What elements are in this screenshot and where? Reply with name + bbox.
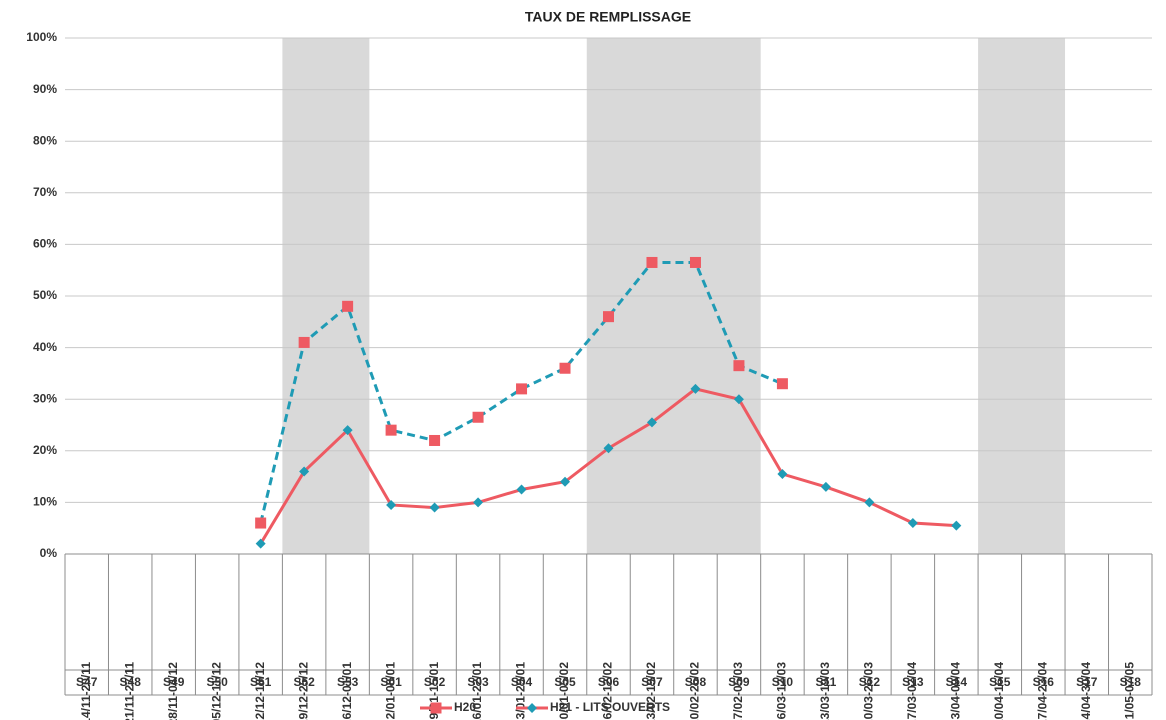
marker bbox=[473, 497, 484, 508]
marker bbox=[776, 378, 788, 390]
date-range-label: 20/03-26/03 bbox=[862, 662, 876, 720]
y-tick-label: 50% bbox=[33, 288, 57, 302]
marker bbox=[527, 703, 538, 713]
marker bbox=[733, 394, 744, 405]
date-range-label: 13/02-19/02 bbox=[644, 662, 658, 720]
date-range-label: 27/02-05/03 bbox=[731, 662, 745, 720]
marker bbox=[690, 383, 701, 394]
y-tick-label: 70% bbox=[33, 185, 57, 199]
y-tick-label: 20% bbox=[33, 443, 57, 457]
x-tick-label: S52 bbox=[293, 675, 315, 689]
date-range-label: 21/11-27/11 bbox=[122, 662, 136, 720]
date-range-label: 12/12-18/12 bbox=[253, 662, 267, 720]
marker bbox=[516, 484, 527, 495]
x-tick-label: S08 bbox=[685, 675, 707, 689]
date-range-label: 27/03-02/04 bbox=[905, 662, 919, 720]
marker bbox=[342, 425, 353, 436]
x-tick-label: S04 bbox=[511, 675, 533, 689]
x-tick-label: S15 bbox=[989, 675, 1011, 689]
marker bbox=[951, 520, 962, 531]
marker bbox=[385, 424, 397, 436]
y-tick-label: 10% bbox=[33, 495, 57, 509]
legend-label: H21 - LITS OUVERTS bbox=[550, 700, 670, 714]
date-range-label: 24/04-30/04 bbox=[1079, 662, 1093, 720]
x-tick-label: S50 bbox=[207, 675, 229, 689]
date-range-label: 06/03-12/03 bbox=[775, 662, 789, 720]
marker bbox=[689, 256, 701, 268]
marker bbox=[820, 481, 831, 492]
date-range-label: 01/05-07/05 bbox=[1122, 662, 1136, 720]
date-range-label: 13/03-19/03 bbox=[818, 662, 832, 720]
date-range-label: 20/02-26/02 bbox=[688, 662, 702, 720]
y-tick-label: 0% bbox=[40, 546, 58, 560]
marker bbox=[646, 417, 657, 428]
x-tick-label: S16 bbox=[1033, 675, 1055, 689]
marker bbox=[472, 411, 484, 423]
date-range-label: 28/11-04/12 bbox=[166, 662, 180, 720]
y-tick-label: 30% bbox=[33, 391, 57, 405]
marker bbox=[733, 360, 745, 372]
x-tick-label: S06 bbox=[598, 675, 620, 689]
date-range-label: 23/01-29/01 bbox=[514, 662, 528, 720]
date-range-label: 02/01-08/01 bbox=[383, 662, 397, 720]
marker bbox=[430, 702, 442, 714]
marker bbox=[342, 300, 354, 312]
marker bbox=[429, 434, 441, 446]
date-range-label: 14/11-20/11 bbox=[79, 662, 93, 720]
marker bbox=[516, 383, 528, 395]
date-range-label: 10/04-16/04 bbox=[992, 662, 1006, 720]
background-layer bbox=[65, 37, 1152, 555]
x-tick-label: S11 bbox=[816, 675, 837, 689]
marker bbox=[560, 476, 571, 487]
date-range-label: 17/04-23/04 bbox=[1035, 662, 1049, 720]
chart-title: TAUX DE REMPLISSAGE bbox=[525, 9, 691, 25]
date-range-label: 26/12-01/01 bbox=[340, 662, 354, 720]
date-range-label: 30/01-05/02 bbox=[557, 662, 571, 720]
x-tick-label: S03 bbox=[467, 675, 489, 689]
x-tick-label: S13 bbox=[902, 675, 924, 689]
date-range-label: 05/12-11/12 bbox=[209, 662, 223, 720]
date-range-label: 06/02-12/02 bbox=[601, 662, 615, 720]
y-tick-label: 60% bbox=[33, 237, 57, 251]
x-tick-label: S12 bbox=[859, 675, 881, 689]
marker bbox=[603, 311, 614, 323]
marker bbox=[429, 502, 440, 513]
x-tick-label: S18 bbox=[1120, 675, 1142, 689]
marker bbox=[299, 466, 310, 477]
date-range-label: 16/01-22/01 bbox=[470, 662, 484, 720]
x-tick-label: S49 bbox=[163, 675, 185, 689]
x-tick-label: S07 bbox=[641, 675, 663, 689]
legend-label: H20 bbox=[454, 700, 476, 714]
y-tick-label: 100% bbox=[26, 30, 57, 44]
x-tick-label: S02 bbox=[424, 675, 446, 689]
x-tick-label: S17 bbox=[1076, 675, 1098, 689]
y-tick-label: 40% bbox=[33, 340, 57, 354]
marker bbox=[907, 518, 918, 529]
x-tick-label: S01 bbox=[380, 675, 402, 689]
marker bbox=[298, 336, 310, 348]
marker bbox=[559, 362, 571, 374]
x-tick-label: S48 bbox=[120, 675, 142, 689]
y-tick-label: 80% bbox=[33, 133, 57, 147]
marker bbox=[864, 497, 875, 508]
x-tick-label: S51 bbox=[250, 675, 272, 689]
marker bbox=[255, 517, 267, 529]
marker bbox=[777, 469, 788, 480]
marker bbox=[646, 256, 658, 268]
y-tick-label: 90% bbox=[33, 82, 57, 96]
marker bbox=[386, 499, 397, 510]
x-tick-label: S47 bbox=[76, 675, 98, 689]
marker bbox=[255, 538, 266, 549]
date-range-label: 03/04-09/04 bbox=[949, 662, 963, 720]
x-tick-label: S53 bbox=[337, 675, 359, 689]
marker bbox=[603, 443, 614, 454]
x-tick-label: S09 bbox=[728, 675, 750, 689]
date-range-label: 19/12-25/12 bbox=[296, 662, 310, 720]
x-tick-label: S05 bbox=[554, 675, 576, 689]
x-tick-label: S10 bbox=[772, 675, 794, 689]
x-tick-label: S14 bbox=[946, 675, 968, 689]
